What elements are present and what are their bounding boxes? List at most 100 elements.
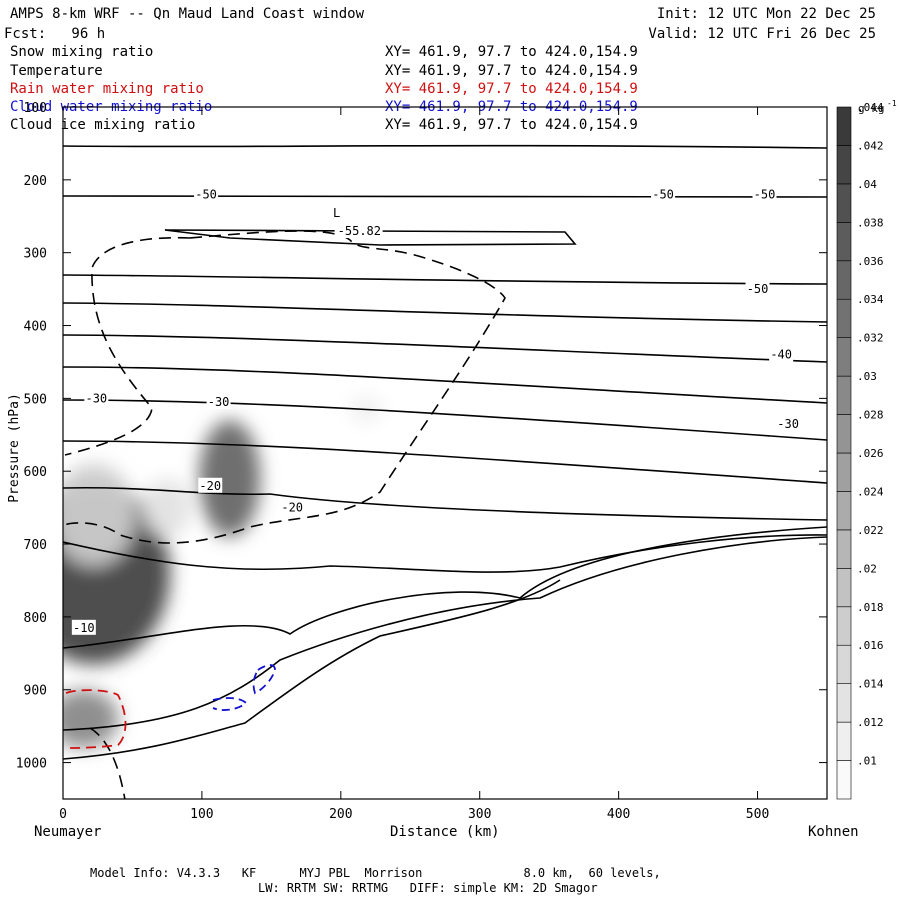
colorbar-cell [836,106,852,146]
right-endpoint-label: Kohnen [808,824,859,840]
colorbar-cell [836,337,852,377]
y-tick-label: 300 [24,247,47,262]
temperature-contour [63,536,827,731]
forecast-hour: Fcst: 96 h [4,26,106,42]
colorbar-label: .034 [857,293,884,306]
rain-water-contour [65,689,127,749]
y-tick-label: 800 [24,611,47,626]
cloud-ice-contour [64,236,191,456]
temperature-label: -20 [281,501,303,515]
temperature-contour [63,399,827,441]
snow-blob [142,478,193,537]
colorbar-cell [836,529,852,569]
field-name: Rain water mixing ratio [10,81,204,97]
field-xy: XY= 461.9, 97.7 to 424.0,154.9 [385,81,638,97]
colorbar: .01 .012 .014 .016 .018 .02 .022 .024 .026 .028 .0… [836,99,897,800]
colorbar-cell [836,414,852,454]
plot-frame [62,106,828,800]
label-mask [198,477,223,493]
colorbar-cell [836,760,852,800]
field-name: Cloud ice mixing ratio [10,117,196,133]
colorbar-cell [836,491,852,531]
temperature-contour [164,229,577,246]
x-tick-label: 500 [746,807,769,822]
y-tick-label: 100 [24,101,47,116]
label-mask [769,346,794,362]
colorbar-label: .016 [857,639,884,652]
temperature-contour [63,579,561,760]
x-tick-label: 400 [607,807,630,822]
field-xy: XY= 461.9, 97.7 to 424.0,154.9 [385,117,638,133]
x-tick-label: 0 [59,807,67,822]
y-tick-label: 200 [24,174,47,189]
model-info: Model Info: V4.3.3 KF MYJ PBL Morrison 8… [90,866,661,880]
axes: 100 200 300 400 500 600 700 800 900 1000 0 100 200 30… [7,101,828,822]
y-tick-label: 400 [24,320,47,335]
temperature-contour [63,144,827,149]
snow-blob [199,420,261,537]
colorbar-label: .024 [857,485,884,498]
valid-time: Valid: 12 UTC Fri 26 Dec 25 [648,26,876,42]
colorbar-label: .028 [857,409,884,422]
temperature-label: -50 [754,187,776,201]
label-mask [280,499,305,515]
left-endpoint-label: Neumayer [34,824,102,840]
colorbar-cell [836,606,852,646]
colorbar-cell [836,721,852,761]
temperature-contour [63,334,827,363]
colorbar-unit-exponent: -1 [887,99,897,108]
colorbar-label: .014 [857,678,884,691]
field-name: Snow mixing ratio [10,44,154,60]
temperature-label: -20 [199,479,221,493]
temperature-contour [63,526,827,649]
temperature-label: -40 [770,348,792,362]
colorbar-unit: g kg [858,102,885,115]
temperature-label: -30 [777,417,799,431]
colorbar-label: .018 [857,601,884,614]
temperature-label: -50 [747,282,769,296]
label-mask [71,619,96,635]
colorbar-label: .01 [857,755,877,768]
colorbar-cell [836,452,852,492]
temperature-contour [63,534,827,573]
colorbar-label: .036 [857,255,884,268]
field-xy: XY= 461.9, 97.7 to 424.0,154.9 [385,63,638,79]
colorbar-label: .04 [857,178,877,191]
field-name: Temperature [10,63,103,79]
cloud-ice-contours [64,230,506,799]
x-tick-label: 300 [468,807,491,822]
y-tick-label: 500 [24,392,47,407]
colorbar-label: .042 [857,139,884,152]
cloud-water-contour [252,664,276,695]
label-mask [745,281,770,297]
cloud-water-contour [212,697,248,711]
low-value: -55.82 [338,224,381,238]
temperature-contour [63,302,827,323]
colorbar-label: .044 [857,101,884,114]
y-axis-title: Pressure (hPa) [7,393,22,503]
cloud-ice-contour [89,727,126,799]
cloud-ice-contour [64,230,506,544]
colorbar-cell [836,145,852,185]
y-tick-label: 1000 [16,757,47,772]
colorbar-label: .026 [857,447,884,460]
label-mask [651,186,676,202]
y-tick-label: 700 [24,538,47,553]
snow-shading [63,396,383,749]
field-xy: XY= 461.9, 97.7 to 424.0,154.9 [385,44,638,60]
colorbar-cell [836,222,852,262]
label-mask [206,394,231,410]
x-tick-label: 100 [190,807,213,822]
colorbar-cell [836,375,852,415]
colorbar-label: .03 [857,370,877,383]
temperature-label: -50 [195,187,217,201]
temperature-contour [63,440,827,484]
model-physics: LW: RRTM SW: RRTMG DIFF: simple KM: 2D S… [258,881,598,895]
colorbar-cell [836,183,852,223]
rain-water-contour [65,689,127,749]
colorbar-cell [836,644,852,684]
label-mask [84,390,109,406]
low-marker: L [333,206,340,220]
colorbar-cell [836,260,852,300]
